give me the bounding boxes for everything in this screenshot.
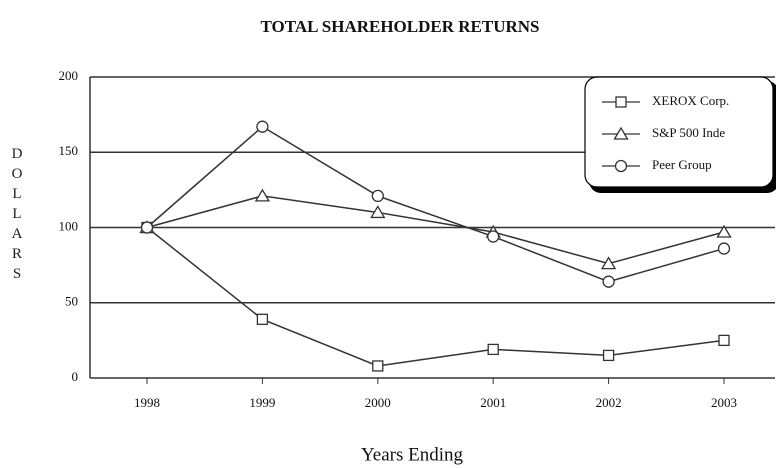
point-marker [717, 242, 731, 255]
y-tick-label: 150 [59, 143, 79, 158]
legend-marker [613, 126, 629, 140]
y-axis-label: DOLLARS [9, 146, 25, 286]
point-marker [370, 205, 386, 219]
legend-marker [614, 159, 628, 173]
x-tick-label: 1998 [134, 395, 160, 410]
point-marker [371, 189, 384, 203]
y-tick-label: 50 [65, 294, 78, 309]
legend-marker [615, 96, 627, 108]
x-tick-label: 1999 [249, 395, 275, 410]
legend-label: Peer Group [652, 157, 712, 172]
series-line [146, 226, 725, 367]
point-marker [140, 221, 154, 234]
point-marker [718, 334, 730, 347]
point-marker [602, 349, 615, 362]
y-tick-label: 200 [59, 68, 79, 83]
y-tick-label: 0 [72, 369, 79, 384]
x-axis-label: Years Ending [361, 444, 464, 465]
chart-title: TOTAL SHAREHOLDER RETURNS [261, 17, 540, 36]
point-marker [602, 275, 615, 288]
point-marker [372, 360, 384, 372]
x-tick-label: 2003 [711, 395, 737, 410]
x-tick-label: 2001 [480, 395, 506, 410]
y-tick-label: 100 [59, 218, 79, 233]
legend-label: S&P 500 Inde [652, 125, 725, 140]
x-tick-label: 2000 [365, 395, 391, 410]
point-marker [487, 230, 500, 243]
series-line [146, 195, 725, 265]
point-marker [487, 343, 499, 356]
legend-box [584, 76, 774, 188]
point-marker [716, 224, 732, 238]
series-line [146, 125, 725, 283]
point-marker [256, 120, 269, 133]
point-marker [600, 256, 617, 270]
legend-label: XEROX Corp. [652, 93, 729, 108]
x-tick-label: 2002 [596, 395, 622, 410]
point-marker [254, 188, 271, 202]
point-marker [256, 313, 269, 325]
